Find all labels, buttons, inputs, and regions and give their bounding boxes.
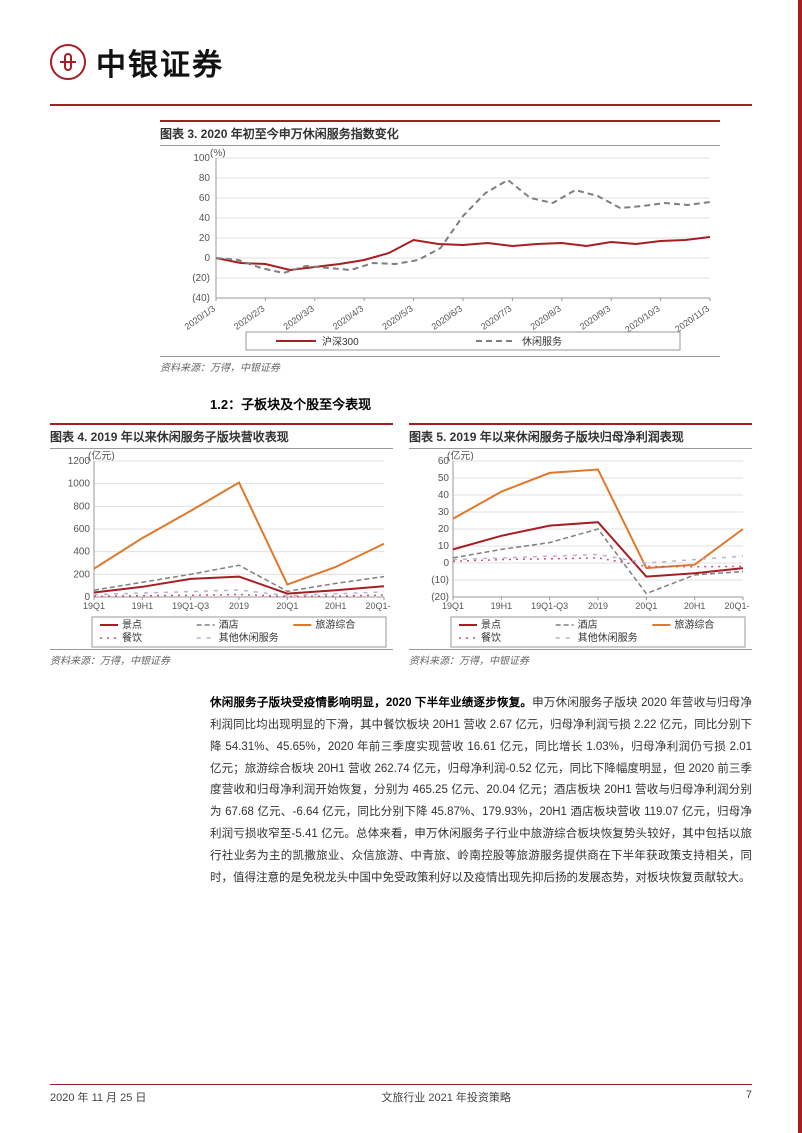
svg-text:其他休闲服务: 其他休闲服务 — [578, 631, 638, 644]
svg-text:800: 800 — [73, 501, 90, 512]
svg-text:19Q1-Q3: 19Q1-Q3 — [531, 601, 568, 611]
svg-text:10: 10 — [438, 541, 450, 552]
section-1-2-title: 1.2：子板块及个股至今表现 — [210, 394, 752, 413]
header-logo: 中银证券 — [50, 40, 752, 84]
body-lead: 休闲服务子版块受疫情影响明显，2020 下半年业绩逐步恢复。 — [210, 697, 532, 709]
svg-text:2020/3/3: 2020/3/3 — [282, 303, 316, 331]
svg-text:2020/4/3: 2020/4/3 — [331, 303, 365, 331]
svg-text:2020/2/3: 2020/2/3 — [232, 303, 266, 331]
chart-4-source: 资料来源：万得，中银证券 — [50, 649, 393, 667]
svg-text:19Q1: 19Q1 — [442, 601, 464, 611]
chart-5-title: 图表 5. 2019 年以来休闲服务子版块归母净利润表现 — [409, 423, 752, 449]
svg-text:1200: 1200 — [68, 456, 91, 467]
chart-4: 图表 4. 2019 年以来休闲服务子版块营收表现 (亿元)0200400600… — [50, 423, 393, 667]
svg-text:2019: 2019 — [588, 601, 608, 611]
chart-3: 图表 3. 2020 年初至今申万休闲服务指数变化 (%) (40) (20) 0 20… — [160, 120, 720, 374]
svg-text:(%): (%) — [210, 148, 226, 159]
svg-text:20Q1-Q3: 20Q1-Q3 — [724, 601, 749, 611]
body-paragraph: 休闲服务子版块受疫情影响明显，2020 下半年业绩逐步恢复。申万休闲服务子版块 … — [210, 693, 752, 890]
svg-text:19Q1: 19Q1 — [83, 601, 105, 611]
svg-text:20H1: 20H1 — [325, 601, 347, 611]
svg-text:酒店: 酒店 — [578, 618, 598, 631]
svg-text:沪深300: 沪深300 — [322, 335, 359, 348]
svg-text:酒店: 酒店 — [219, 618, 239, 631]
svg-text:30: 30 — [438, 507, 450, 518]
svg-text:(10): (10) — [431, 575, 449, 586]
logo-icon — [50, 44, 86, 80]
svg-text:60: 60 — [199, 193, 211, 204]
svg-text:400: 400 — [73, 547, 90, 558]
chart-4-canvas: (亿元)02004006008001000120019Q119H119Q1-Q3… — [50, 449, 390, 649]
svg-text:20: 20 — [438, 524, 450, 535]
footer-title: 文旅行业 2021 年投资策略 — [381, 1089, 511, 1105]
svg-text:600: 600 — [73, 524, 90, 535]
svg-text:40: 40 — [438, 490, 450, 501]
svg-text:2020/6/3: 2020/6/3 — [430, 303, 464, 331]
svg-text:2019: 2019 — [229, 601, 249, 611]
svg-text:景点: 景点 — [481, 619, 501, 631]
page-footer: 2020 年 11 月 25 日 文旅行业 2021 年投资策略 7 — [50, 1084, 752, 1105]
svg-text:100: 100 — [193, 153, 210, 164]
svg-text:(亿元): (亿元) — [88, 449, 115, 462]
svg-text:20Q1: 20Q1 — [635, 601, 657, 611]
svg-text:20Q1-Q3: 20Q1-Q3 — [365, 601, 390, 611]
chart-5-canvas: (亿元)(20)(10)010203040506019Q119H119Q1-Q3… — [409, 449, 749, 649]
svg-text:旅游综合: 旅游综合 — [674, 618, 714, 631]
brand-name: 中银证券 — [96, 40, 224, 84]
svg-text:2020/5/3: 2020/5/3 — [380, 303, 414, 331]
svg-text:40: 40 — [199, 213, 211, 224]
footer-page: 7 — [746, 1089, 752, 1105]
svg-text:2020/9/3: 2020/9/3 — [578, 303, 612, 331]
svg-text:旅游综合: 旅游综合 — [315, 618, 355, 631]
side-accent-bar — [798, 0, 802, 1133]
svg-text:休闲服务: 休闲服务 — [522, 335, 562, 348]
svg-text:19H1: 19H1 — [491, 601, 513, 611]
svg-text:60: 60 — [438, 456, 450, 467]
chart-4-title: 图表 4. 2019 年以来休闲服务子版块营收表现 — [50, 423, 393, 449]
svg-text:20: 20 — [199, 233, 211, 244]
svg-text:20H1: 20H1 — [684, 601, 706, 611]
svg-text:(20): (20) — [192, 273, 210, 284]
svg-text:餐饮: 餐饮 — [481, 631, 501, 644]
chart-row: 图表 4. 2019 年以来休闲服务子版块营收表现 (亿元) 0 200 400 600… — [50, 423, 752, 675]
header-rule — [50, 104, 752, 106]
svg-text:景点: 景点 — [122, 619, 142, 631]
svg-text:80: 80 — [199, 173, 211, 184]
body-text: 申万休闲服务子版块 2020 年营收与归母净利润同比均出现明显的下滑，其中餐饮板… — [210, 697, 752, 884]
svg-text:餐饮: 餐饮 — [122, 631, 142, 644]
svg-text:0: 0 — [204, 253, 210, 264]
svg-text:2020/11/3: 2020/11/3 — [673, 303, 711, 334]
chart-5-source: 资料来源：万得，中银证券 — [409, 649, 752, 667]
chart-5: 图表 5. 2019 年以来休闲服务子版块归母净利润表现 (亿元)(20)(10… — [409, 423, 752, 667]
svg-text:19Q1-Q3: 19Q1-Q3 — [172, 601, 209, 611]
svg-text:50: 50 — [438, 473, 450, 484]
svg-text:200: 200 — [73, 569, 90, 580]
footer-date: 2020 年 11 月 25 日 — [50, 1089, 146, 1105]
svg-text:20Q1: 20Q1 — [276, 601, 298, 611]
chart-3-source: 资料来源：万得，中银证券 — [160, 356, 720, 374]
page: 中银证券 图表 3. 2020 年初至今申万休闲服务指数变化 (%) (40) (2… — [0, 0, 802, 1133]
chart-3-title: 图表 3. 2020 年初至今申万休闲服务指数变化 — [160, 120, 720, 146]
svg-text:19H1: 19H1 — [132, 601, 154, 611]
svg-text:2020/10/3: 2020/10/3 — [623, 303, 662, 334]
svg-text:(40): (40) — [192, 293, 210, 304]
chart-3-canvas: (%) (40) (20) 0 20 40 60 80 100 2020/1/3 2020/2/3 2… — [160, 146, 720, 356]
svg-text:其他休闲服务: 其他休闲服务 — [219, 631, 279, 644]
svg-text:2020/1/3: 2020/1/3 — [183, 303, 217, 331]
svg-text:2020/8/3: 2020/8/3 — [529, 303, 563, 331]
svg-text:1000: 1000 — [68, 479, 91, 490]
svg-text:0: 0 — [443, 558, 449, 569]
svg-text:(亿元): (亿元) — [447, 449, 474, 462]
svg-text:2020/7/3: 2020/7/3 — [479, 303, 513, 331]
